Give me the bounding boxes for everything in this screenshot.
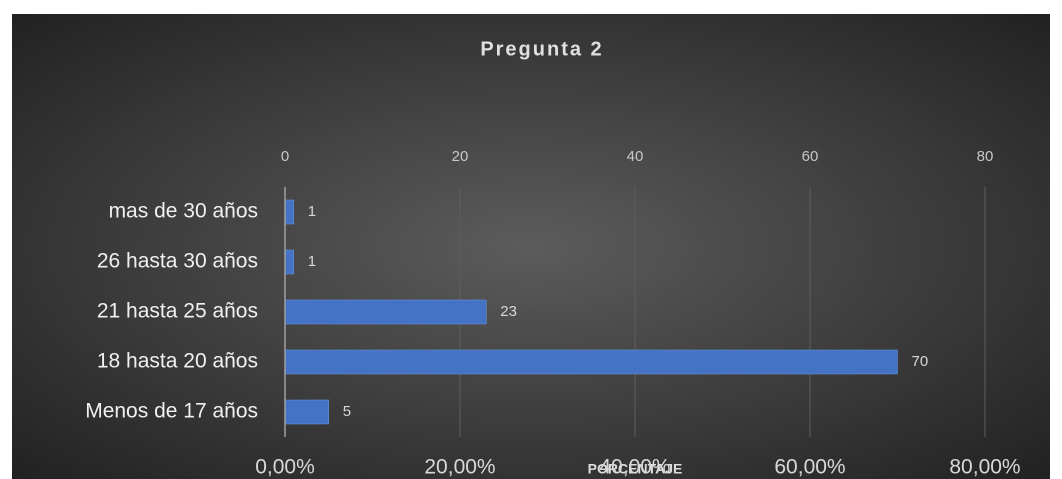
bar <box>284 199 294 225</box>
y-tick-label: mas de 30 años <box>109 200 258 223</box>
bar <box>284 249 294 275</box>
chart-background <box>12 14 1050 479</box>
x2-axis-label: PORCENTAJE <box>588 461 683 477</box>
y-tick-label: 18 hasta 20 años <box>97 350 258 373</box>
data-label: 70 <box>912 353 929 370</box>
x2-tick-label: 20,00% <box>424 456 495 479</box>
y-tick-label: Menos de 17 años <box>85 400 258 423</box>
data-label: 1 <box>308 253 316 270</box>
x2-tick-label: 80,00% <box>949 456 1020 479</box>
x2-tick-label: 60,00% <box>774 456 845 479</box>
bar <box>284 349 898 375</box>
x-tick-label: 0 <box>281 148 289 165</box>
x-tick-label: 60 <box>802 148 819 165</box>
bar <box>284 299 487 325</box>
data-label: 5 <box>343 403 351 420</box>
x2-tick-label: 0,00% <box>255 456 315 479</box>
x2-tick-label: 40,00% <box>599 456 670 479</box>
bar <box>284 399 329 425</box>
data-label: 1 <box>308 203 316 220</box>
y-tick-label: 21 hasta 25 años <box>97 300 258 323</box>
x-tick-label: 40 <box>627 148 644 165</box>
data-label: 23 <box>500 303 517 320</box>
x-tick-label: 20 <box>452 148 469 165</box>
chart-title: Pregunta 2 <box>480 38 603 60</box>
x-tick-label: 80 <box>977 148 994 165</box>
y-tick-label: 26 hasta 30 años <box>97 250 258 273</box>
